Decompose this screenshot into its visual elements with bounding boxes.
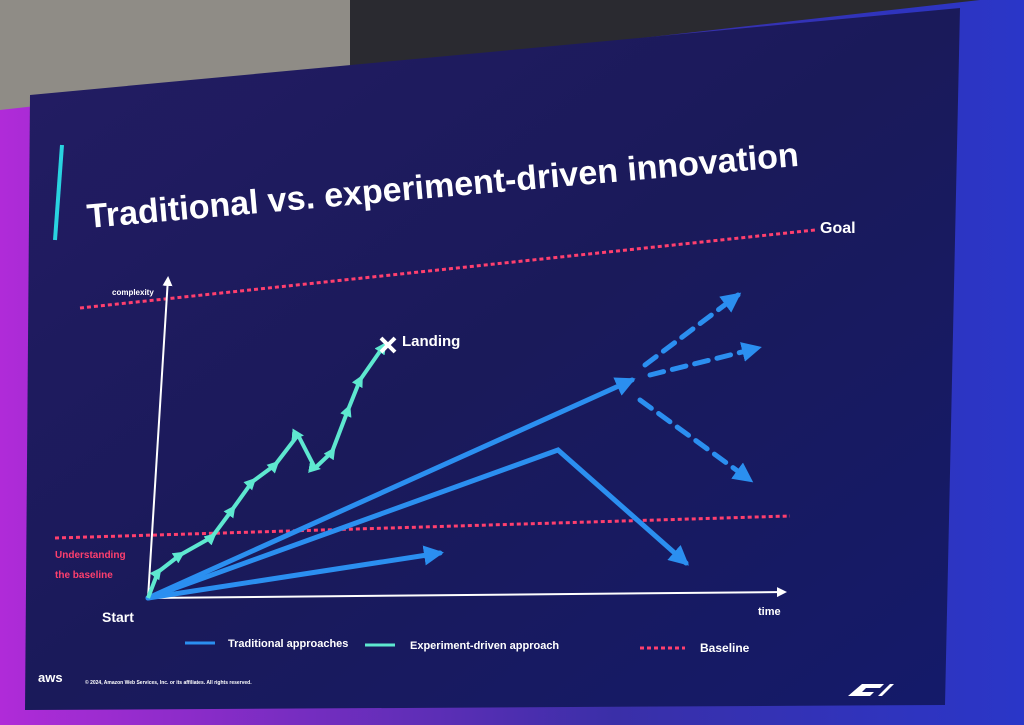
dashed-arrow xyxy=(637,397,754,483)
landing-label: Landing xyxy=(402,333,460,350)
possible-paths xyxy=(637,292,762,483)
x-axis xyxy=(147,587,787,599)
baseline-label: the baseline xyxy=(55,570,113,581)
aws-logo: aws xyxy=(38,670,63,685)
y-axis-label: complexity xyxy=(112,288,154,297)
copyright: © 2024, Amazon Web Services, Inc. or its… xyxy=(85,679,252,686)
start-label: Start xyxy=(102,609,134,625)
x-axis-label: time xyxy=(758,606,781,618)
f1-logo xyxy=(848,684,894,696)
dashed-arrow xyxy=(647,342,762,378)
baseline-label: Understanding xyxy=(55,550,126,561)
experiment-path xyxy=(146,342,387,599)
legend-label: Experiment-driven approach xyxy=(410,640,559,652)
legend-label: Traditional approaches xyxy=(228,638,348,650)
legend-label: Baseline xyxy=(700,641,750,655)
accent-bar xyxy=(53,144,64,241)
slide xyxy=(25,8,960,710)
landing-cross xyxy=(379,336,397,354)
goal-label: Goal xyxy=(820,220,856,237)
dashed-arrow xyxy=(642,292,742,368)
